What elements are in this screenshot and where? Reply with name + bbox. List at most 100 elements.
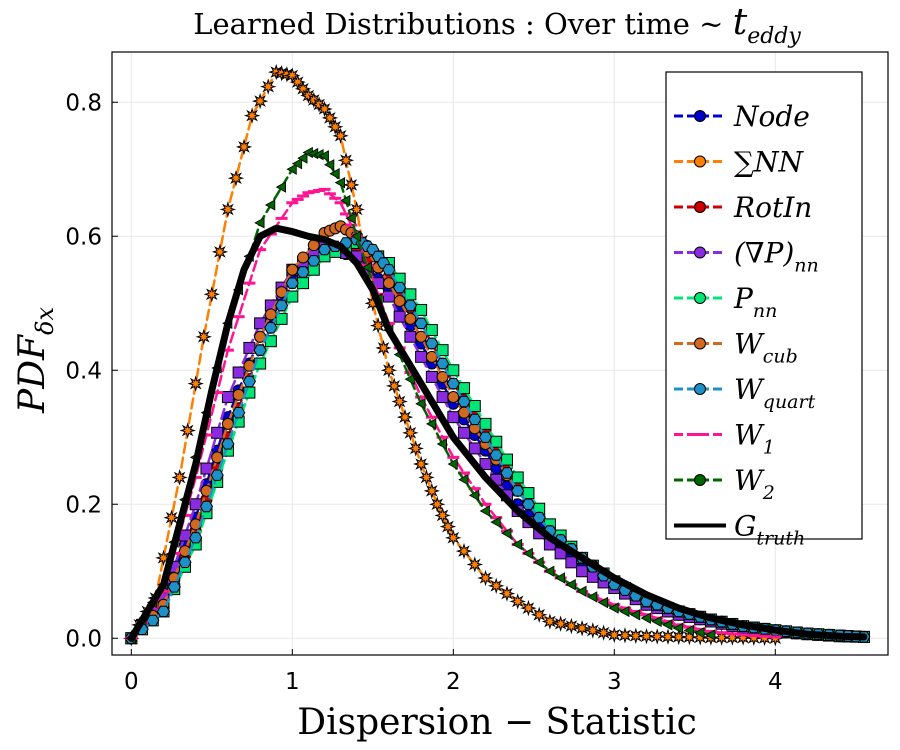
- marker-w-quart: [457, 395, 471, 408]
- marker-w-2: [329, 168, 340, 180]
- legend-item-w-1: W1: [674, 419, 775, 459]
- data-point-nn: [606, 626, 623, 644]
- marker-nn: [423, 482, 440, 500]
- data-point-w-quart: [285, 277, 299, 289]
- marker-w-2: [565, 578, 576, 591]
- marker-w-cub: [232, 388, 245, 401]
- y-tick-label: 0.4: [65, 358, 102, 384]
- marker-w-2: [468, 489, 480, 501]
- marker-w-quart: [521, 498, 535, 510]
- data-point-w-quart: [189, 532, 203, 544]
- marker-p-nn: [458, 382, 471, 395]
- chart-title-text: Learned Distributions : Over time ~ tedd…: [193, 2, 801, 49]
- legend-item-node: Node: [674, 100, 810, 133]
- legend-marker-w-2: [694, 474, 706, 486]
- data-point-w-cub: [447, 391, 460, 404]
- legend-label-nn: ∑NN: [734, 146, 804, 179]
- marker-w-2: [291, 157, 303, 170]
- plot-frame: [111, 51, 889, 656]
- marker-w-quart: [403, 299, 417, 312]
- marker-w-quart: [167, 581, 181, 593]
- data-point-w-cub: [415, 330, 428, 343]
- series-layer: [123, 63, 871, 647]
- marker-w-quart: [393, 281, 407, 294]
- legend-item-rotin: RotIn: [674, 191, 812, 224]
- data-point-w-cub: [382, 277, 395, 290]
- data-point-p-nn: [511, 471, 524, 484]
- data-point-nn: [396, 408, 414, 426]
- data-point-w-quart: [511, 485, 525, 497]
- marker-w-cub: [425, 350, 438, 363]
- series-nn: [123, 63, 784, 647]
- marker-w-quart: [307, 255, 321, 267]
- data-point-nn: [171, 469, 188, 486]
- marker-nn: [391, 393, 408, 410]
- marker-w-2: [629, 609, 641, 621]
- marker-w-cub: [436, 370, 449, 383]
- data-point-w-2: [447, 458, 458, 470]
- marker-nn: [402, 424, 419, 441]
- marker-p-nn: [425, 324, 438, 337]
- legend-item-g-truth: Gtruth: [674, 510, 805, 550]
- marker-p-nn: [200, 462, 213, 475]
- marker-p-nn: [211, 426, 224, 439]
- data-point-p-nn: [382, 290, 395, 303]
- data-point-nn: [477, 569, 494, 587]
- marker-p-nn: [404, 288, 417, 301]
- marker-nn: [235, 138, 253, 156]
- marker-nn: [227, 170, 245, 187]
- marker-p-nn: [458, 426, 471, 439]
- y-tick-label: 0.0: [65, 626, 102, 652]
- marker-w-2: [587, 591, 598, 603]
- marker-w-quart: [210, 469, 224, 481]
- marker-p-nn: [586, 570, 599, 583]
- legend-marker-w-cub: [694, 337, 706, 350]
- legend-label-p-nn: Pnn: [733, 282, 777, 322]
- y-axis-label-main: PDF: [12, 333, 53, 414]
- marker-nn: [616, 627, 634, 644]
- marker-nn: [466, 556, 484, 573]
- series-g-truth: [127, 224, 868, 642]
- marker-p-nn: [468, 399, 481, 412]
- data-point-p-nn: [254, 317, 267, 330]
- legend-item-p-nn: Pnn: [674, 282, 777, 322]
- data-point-p-nn: [415, 350, 428, 363]
- marker-nn: [375, 339, 392, 357]
- x-tick-label: 4: [768, 669, 783, 695]
- marker-p-nn: [565, 556, 578, 569]
- data-point-w-2: [318, 150, 329, 162]
- marker-w-2: [361, 261, 372, 274]
- legend-item-w-quart: Wquart: [674, 373, 816, 413]
- marker-w-quart: [532, 512, 546, 524]
- data-point-p-nn: [479, 417, 492, 430]
- y-tick-label: 0.8: [65, 90, 102, 116]
- marker-w-2: [554, 572, 566, 584]
- marker-nn: [439, 518, 457, 535]
- data-point-p-nn: [221, 391, 234, 404]
- marker-nn: [260, 78, 277, 95]
- data-point-nn: [541, 613, 559, 630]
- data-point-nn: [412, 455, 430, 473]
- data-point-w-quart: [156, 605, 171, 618]
- marker-w-2: [662, 619, 673, 631]
- marker-w-2: [458, 474, 469, 486]
- marker-nn: [487, 577, 505, 595]
- y-axis-label-sub: δx: [31, 307, 59, 335]
- legend-label-rotin: RotIn: [733, 191, 812, 224]
- marker-nn: [251, 92, 269, 110]
- marker-w-quart: [178, 556, 192, 568]
- marker-p-nn: [468, 442, 481, 455]
- legend-item-w-2: W2: [674, 464, 775, 504]
- marker-nn: [659, 628, 677, 645]
- marker-nn: [520, 599, 537, 617]
- data-point-w-cub: [221, 417, 234, 430]
- marker-nn: [386, 377, 403, 395]
- legend-box: [665, 71, 863, 540]
- marker-w-quart: [436, 357, 450, 370]
- marker-nn: [595, 624, 612, 641]
- marker-w-quart: [489, 449, 503, 461]
- marker-p-nn: [297, 277, 310, 290]
- legend-marker-p-nn: [694, 246, 706, 259]
- marker-nn: [343, 176, 360, 194]
